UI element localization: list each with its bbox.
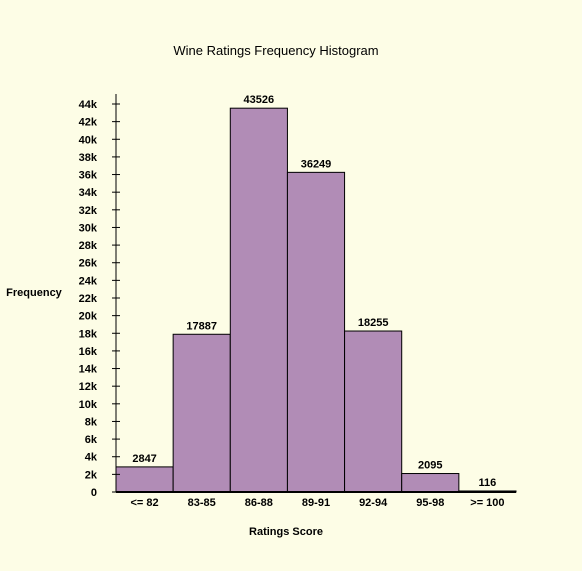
y-tick-label-13: 26k — [79, 258, 98, 270]
bar-value-label-0: 2847 — [132, 453, 156, 465]
y-tick-label-12: 24k — [79, 275, 98, 287]
y-tick-label-0: 0 — [91, 487, 97, 499]
y-tick-label-10: 20k — [79, 311, 98, 323]
bar-value-label-5: 2095 — [418, 460, 442, 472]
y-tick-label-15: 30k — [79, 222, 98, 234]
bar-3 — [286, 171, 346, 493]
bars-layer — [115, 107, 517, 493]
y-tick-label-21: 42k — [79, 117, 98, 129]
chart-title: Wine Ratings Frequency Histogram — [173, 43, 378, 58]
y-tick-label-18: 36k — [79, 170, 98, 182]
y-tick-label-9: 18k — [79, 328, 98, 340]
y-tick-label-11: 22k — [79, 293, 98, 305]
y-tick-label-22: 44k — [79, 99, 98, 111]
bar-0 — [115, 466, 174, 493]
y-tick-label-3: 6k — [85, 434, 98, 446]
x-axis-title: Ratings Score — [249, 526, 323, 538]
bar-2 — [229, 107, 288, 493]
y-tick-label-19: 38k — [79, 152, 98, 164]
x-tick-label-0: <= 82 — [131, 497, 159, 509]
x-tick-label-1: 83-85 — [188, 497, 216, 509]
bar-value-label-6: 116 — [479, 477, 497, 489]
x-tick-label-5: 95-98 — [416, 497, 444, 509]
bar-1 — [172, 333, 231, 493]
y-tick-label-4: 8k — [85, 416, 98, 428]
y-tick-label-14: 28k — [79, 240, 98, 252]
y-tick-label-7: 14k — [79, 364, 98, 376]
y-tick-label-20: 40k — [79, 134, 98, 146]
y-tick-label-6: 12k — [79, 381, 98, 393]
bar-5 — [401, 473, 460, 493]
y-tick-label-1: 2k — [85, 469, 98, 481]
y-tick-label-8: 16k — [79, 346, 98, 358]
bar-value-label-1: 17887 — [186, 320, 217, 332]
y-axis-title: Frequency — [6, 287, 63, 299]
y-tick-label-17: 34k — [79, 187, 98, 199]
bar-4 — [344, 330, 403, 493]
y-tick-label-16: 32k — [79, 205, 98, 217]
x-tick-label-3: 89-91 — [302, 497, 330, 509]
x-tick-label-4: 92-94 — [359, 497, 388, 509]
axis-layer — [112, 94, 516, 493]
bar-value-label-3: 36249 — [301, 158, 332, 170]
y-tick-label-5: 10k — [79, 399, 98, 411]
y-tick-label-2: 4k — [85, 452, 98, 464]
x-tick-label-6: >= 100 — [470, 497, 504, 509]
x-tick-label-2: 86-88 — [245, 497, 273, 509]
bar-value-label-4: 18255 — [358, 317, 389, 329]
labels-layer: 2847 <= 82 17887 83-85 43526 86-88 36249 89-91 1… — [79, 94, 505, 509]
bar-value-label-2: 43526 — [244, 94, 275, 106]
